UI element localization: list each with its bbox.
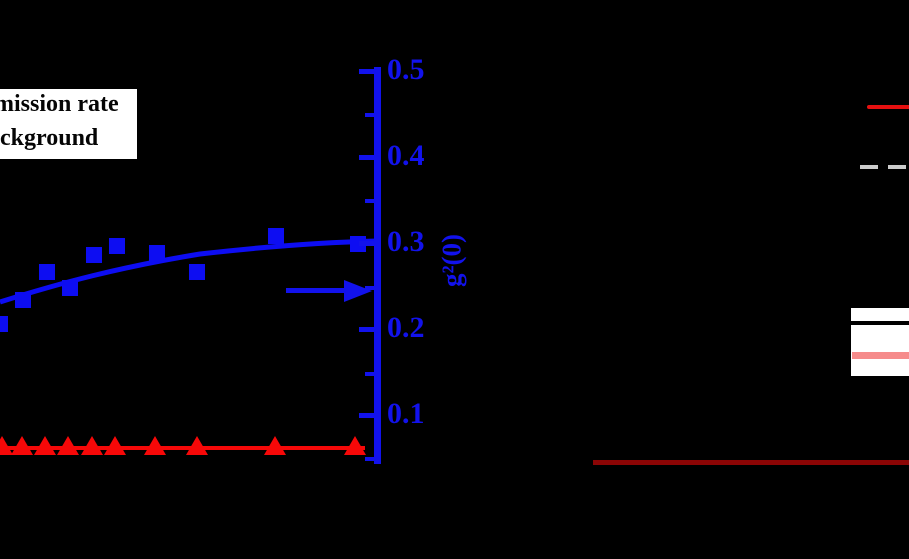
triangle-data-point [344,436,366,455]
series-legend-box: mission rate ckground [0,89,137,159]
minor-tick [365,457,374,461]
tick-label: 0.1 [387,397,425,430]
tick-label: 0.4 [387,139,425,172]
major-tick [359,413,374,418]
gray-dash [860,165,878,169]
gray-dash [888,165,906,169]
square-data-point [149,245,165,261]
annotation-arrow-head [344,280,372,302]
minor-tick [365,372,374,376]
minor-tick [365,113,374,117]
legend-line-2: ckground [0,125,99,151]
triangle-data-point [0,436,13,455]
fit-curve [0,238,379,305]
square-data-point [62,280,78,296]
triangle-data-point [264,436,286,455]
legend-line-1: mission rate [0,91,119,117]
major-tick [359,69,374,74]
dark-red-baseline [593,460,909,465]
right-y-axis-line [374,67,381,464]
triangle-data-point [34,436,56,455]
y-axis-label-g2-0: g²(0) [436,233,467,288]
triangle-data-point [11,436,33,455]
square-data-point [15,292,31,308]
right-legend-box [851,308,909,376]
minor-tick [365,199,374,203]
triangle-data-point [57,436,79,455]
square-data-point [350,236,366,252]
square-data-point [0,316,8,332]
triangle-data-point [186,436,208,455]
square-data-point [189,264,205,280]
major-tick [359,327,374,332]
triangle-series-line [0,446,365,450]
triangle-data-point [81,436,103,455]
square-data-point [39,264,55,280]
tick-label: 0.5 [387,53,425,86]
tick-label: 0.3 [387,225,425,258]
square-data-point [268,228,284,244]
square-data-point [86,247,102,263]
triangle-data-point [104,436,126,455]
square-data-point [109,238,125,254]
red-curve-segment [867,105,909,109]
annotation-arrow-shaft [286,288,344,293]
major-tick [359,155,374,160]
right-legend-black-line [848,321,909,325]
major-tick [359,241,374,246]
tick-label: 0.2 [387,311,425,344]
triangle-data-point [144,436,166,455]
right-legend-pink-line [852,352,909,359]
